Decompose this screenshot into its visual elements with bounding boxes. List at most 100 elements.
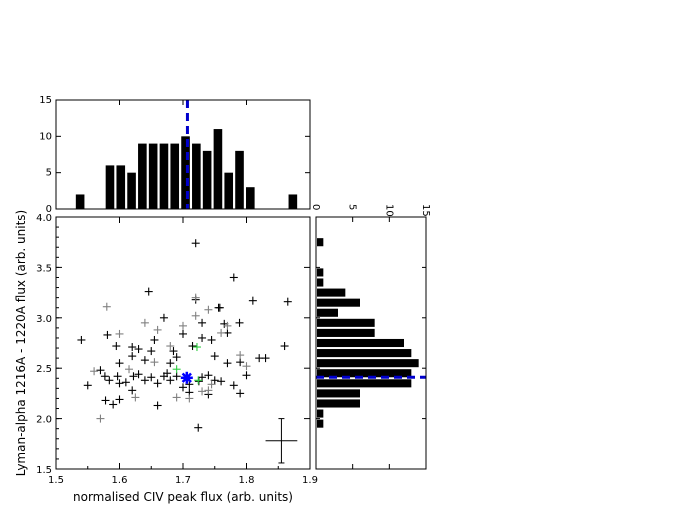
scatter-point (210, 376, 219, 385)
scatter-point (236, 358, 245, 367)
right-histogram-bar (317, 399, 360, 408)
scatter-point (191, 311, 200, 320)
right-x-tick-label: 5 (347, 204, 358, 210)
scatter-point (121, 378, 130, 387)
scatter-point (204, 386, 213, 395)
scatter-point (215, 303, 224, 312)
scatter-point (185, 394, 194, 403)
scatter-point (100, 372, 109, 381)
scatter-point (153, 401, 162, 410)
scatter-point (144, 287, 153, 296)
scatter-point (229, 273, 238, 282)
scatter-point (283, 297, 292, 306)
top-histogram-ticks: 0 5 10 15 (39, 95, 311, 215)
scatter-point (210, 352, 219, 361)
scatter-point (191, 293, 200, 302)
scatter-point (204, 371, 213, 380)
top-histogram-bar (288, 194, 298, 209)
scatter-point (179, 329, 187, 338)
scatter-point (188, 342, 197, 351)
x-axis-label: normalised CIV peak flux (arb. units) (73, 490, 293, 504)
scatter-point (159, 313, 168, 322)
scatter-point (198, 387, 207, 396)
top-histogram-bars (75, 129, 298, 209)
scatter-point (242, 362, 251, 371)
scatter-point (179, 321, 187, 330)
y-tick-label: 2.5 (36, 364, 52, 375)
scatter-point (229, 381, 238, 390)
scatter-point (105, 376, 114, 385)
scatter-point (172, 372, 181, 381)
scatter-point (191, 239, 200, 248)
right-histogram-bar (317, 389, 360, 398)
right-histogram-bar (317, 238, 324, 247)
scatter-point (153, 379, 162, 388)
right-x-tick-label: 15 (420, 204, 431, 217)
top-histogram-bar (159, 143, 169, 209)
scatter-point (217, 328, 226, 337)
scatter-point (83, 381, 92, 390)
y-axis-label: Lyman-alpha 1216A - 1220A flux (arb. uni… (14, 210, 28, 477)
scatter-points (77, 239, 292, 432)
right-histogram-bar (317, 379, 412, 388)
right-histogram-bar (317, 268, 324, 277)
right-histogram-bar (317, 278, 324, 287)
top-histogram-bar (127, 172, 136, 209)
scatter-point (115, 359, 124, 368)
scatter-point (153, 325, 162, 334)
y-tick-label: 3.5 (36, 263, 52, 274)
scatter-point (125, 365, 134, 374)
scatter-point (128, 386, 137, 395)
scatter-point (198, 318, 207, 327)
scatter-point (140, 356, 149, 365)
scatter-point (147, 373, 156, 382)
scatter-ticks: 1.5 1.6 1.7 1.8 1.9 1.5 2.0 2.5 3.0 3.5 4.0 (36, 213, 318, 486)
top-histogram-panel: 0 5 10 15 (39, 95, 311, 215)
scatter-point (194, 376, 203, 385)
scatter-point (204, 305, 213, 314)
right-histogram-bar (317, 318, 375, 327)
scatter-point (109, 400, 118, 409)
scatter-point (163, 369, 172, 378)
right-histogram-bars (317, 238, 419, 428)
scatter-point (147, 347, 156, 356)
top-y-tick-label: 10 (39, 131, 52, 142)
right-histogram-bar (317, 308, 338, 317)
top-histogram-bar (138, 143, 147, 209)
top-histogram-bar (116, 165, 126, 209)
scatter-point (166, 359, 175, 368)
scatter-panel: 1.5 1.6 1.7 1.8 1.9 1.5 2.0 2.5 3.0 3.5 4.0 normal… (14, 210, 318, 504)
right-x-tick-label: 10 (383, 204, 394, 217)
scatter-point (207, 335, 216, 344)
x-tick-label: 1.5 (48, 475, 64, 486)
scatter-point (194, 423, 203, 432)
scatter-point (96, 366, 105, 375)
top-histogram-bar (148, 143, 158, 209)
top-histogram-bar (170, 143, 180, 209)
right-histogram-bar (317, 338, 404, 348)
y-tick-label: 3.0 (36, 314, 52, 325)
x-tick-label: 1.6 (112, 475, 128, 486)
scatter-point (172, 393, 181, 402)
scatter-point (115, 395, 124, 404)
scatter-point (96, 414, 105, 423)
scatter-point (113, 372, 122, 381)
y-tick-label: 1.5 (36, 465, 52, 476)
scatter-point (198, 333, 207, 342)
scatter-point (166, 342, 175, 351)
x-tick-label: 1.8 (239, 475, 255, 486)
scatter-point (248, 296, 257, 305)
top-histogram-bar (235, 150, 244, 209)
scatter-point (179, 383, 187, 392)
scatter-point (192, 343, 201, 352)
x-tick-label: 1.7 (175, 475, 191, 486)
scatter-point (134, 370, 143, 379)
scatter-point (236, 351, 245, 360)
top-histogram-bar (224, 172, 234, 209)
right-histogram-bar (317, 359, 419, 368)
y-tick-label: 2.0 (36, 415, 52, 426)
top-histogram-bar (202, 150, 212, 209)
scatter-point (112, 342, 121, 351)
